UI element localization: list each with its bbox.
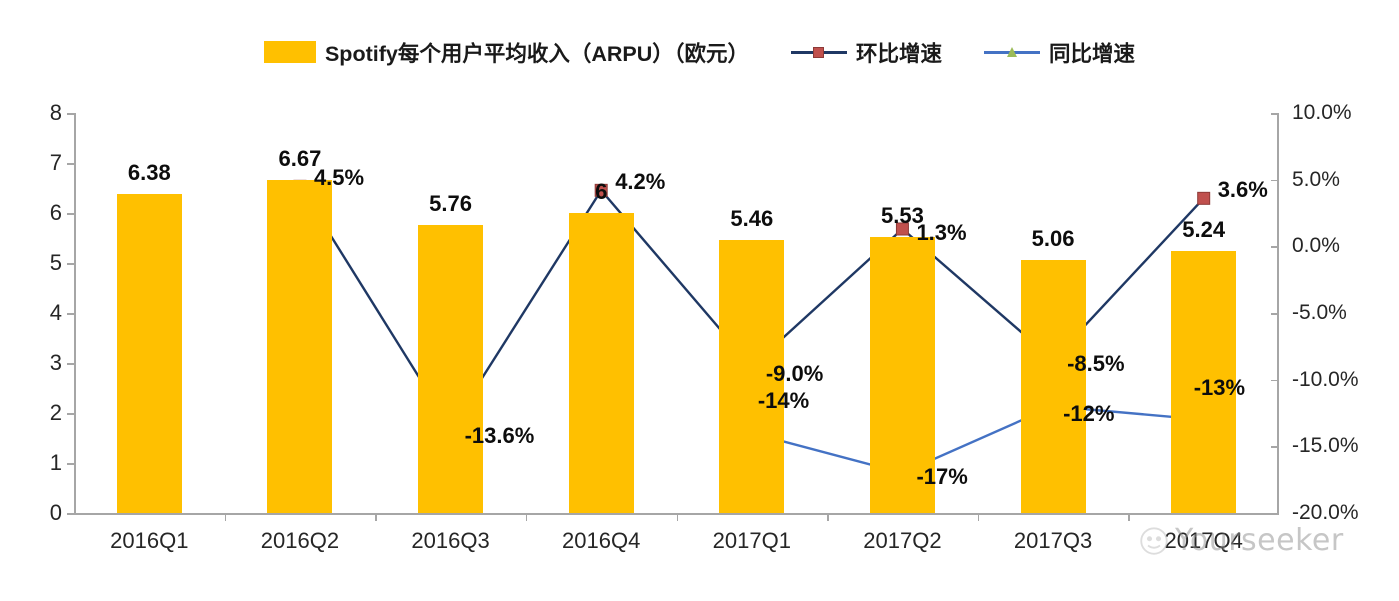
left-axis-tick-label: 3 (49, 350, 62, 375)
point-label-环比增速-2017Q4: 3.6% (1217, 177, 1268, 203)
left-axis-tick (67, 413, 75, 415)
bar-value-label-2016Q1: 6.38 (127, 160, 171, 185)
left-axis-tick (67, 163, 75, 165)
legend-item-yoy[interactable]: 同比增速 (984, 37, 1135, 68)
point-label-环比增速-2017Q3: -8.5% (1067, 350, 1125, 376)
category-label-2016Q3: 2016Q3 (411, 528, 490, 553)
category-label-2017Q1: 2017Q1 (712, 528, 791, 553)
point-label-同比增速-2017Q1: -14% (757, 388, 810, 413)
bar-value-label-2017Q3: 5.06 (1031, 226, 1075, 251)
left-axis-tick-label: 7 (49, 150, 62, 175)
right-axis-tick (1271, 179, 1279, 182)
point-label-同比增速-2017Q4: -13% (1193, 374, 1246, 400)
marker-环比增速-2017Q4[interactable] (1197, 191, 1211, 205)
marker-环比增速-2016Q4[interactable] (594, 183, 608, 197)
point-label-环比增速-2016Q2: 4.5% (313, 165, 365, 191)
legend-item-arpu[interactable]: Spotify每个用户平均收入（ARPU）（欧元） (263, 37, 749, 68)
left-axis-tick-label: 0 (49, 500, 62, 525)
bar-value-label-2016Q3: 5.76 (429, 191, 472, 216)
category-axis-tick (676, 513, 678, 521)
left-axis-tick (67, 463, 75, 465)
left-axis-tick-label: 5 (49, 250, 62, 275)
right-axis-tick-label: 10.0% (1292, 101, 1352, 124)
legend-item-qoq[interactable]: 环比增速 (791, 37, 942, 68)
point-label-同比增速-2017Q2: -17% (916, 464, 968, 489)
left-axis-tick-label: 2 (49, 400, 62, 425)
point-label-环比增速-2017Q1: -9.0% (765, 361, 824, 387)
category-axis-tick (1128, 513, 1130, 521)
legend-label-yoy: 同比增速 (1049, 41, 1136, 66)
left-axis-tick (67, 513, 75, 515)
left-axis-line (74, 113, 76, 515)
left-axis-tick (67, 313, 75, 315)
bar-value-label-2017Q4: 5.24 (1182, 217, 1226, 242)
bar-2016Q2[interactable] (267, 179, 333, 513)
right-axis-tick (1271, 313, 1279, 315)
bar-2017Q4[interactable] (1171, 251, 1237, 513)
point-label-环比增速-2016Q3: -13.6% (464, 422, 535, 448)
category-axis-tick (827, 513, 829, 521)
category-label-2017Q2: 2017Q2 (863, 528, 942, 553)
right-axis-tick-label: -5.0% (1292, 301, 1347, 324)
category-label-2016Q2: 2016Q2 (260, 528, 340, 553)
right-axis-tick (1271, 513, 1279, 515)
left-axis-tick-label: 8 (49, 100, 62, 125)
category-axis-tick (375, 513, 377, 521)
bar-value-label-2016Q2: 6.67 (278, 145, 322, 171)
right-axis-tick-label: -20.0% (1292, 501, 1359, 524)
legend-label-qoq: 环比增速 (856, 41, 943, 66)
bar-value-label-2016Q4: 6 (595, 179, 608, 204)
legend-label-arpu: Spotify每个用户平均收入（ARPU）（欧元） (324, 41, 749, 66)
right-axis-tick (1271, 379, 1279, 382)
category-axis-tick (977, 513, 980, 521)
bar-value-label-2017Q1: 5.46 (730, 206, 774, 231)
line-triangle-marker-icon (984, 44, 1041, 60)
category-label-2016Q4: 2016Q4 (562, 528, 641, 553)
bar-2016Q3[interactable] (418, 225, 484, 513)
point-label-同比增速-2017Q3: -12% (1063, 401, 1115, 427)
right-axis-tick (1271, 246, 1279, 248)
point-label-环比增速-2017Q2: 1.3% (916, 220, 967, 245)
left-axis-tick (67, 363, 75, 365)
bar-2017Q3[interactable] (1020, 260, 1086, 513)
right-axis-tick-label: -15.0% (1292, 434, 1359, 458)
right-axis-tick (1271, 113, 1279, 115)
left-axis-tick-label: 4 (49, 300, 62, 325)
bar-value-label-2017Q2: 5.53 (881, 202, 924, 228)
series-overlay (293, 179, 1212, 480)
bar-swatch-icon (263, 41, 316, 63)
line-square-marker-icon (791, 44, 847, 60)
point-label-环比增速-2016Q4: 4.2% (615, 169, 666, 195)
category-label-2016Q1: 2016Q1 (110, 528, 189, 553)
category-label-2017Q3: 2017Q3 (1013, 528, 1093, 553)
left-axis-tick (67, 213, 75, 215)
left-axis-tick-label: 1 (49, 450, 62, 475)
left-axis-tick (67, 263, 75, 265)
category-axis-tick (224, 513, 227, 521)
left-axis-tick (67, 113, 75, 115)
bar-2016Q1[interactable] (116, 194, 182, 513)
bar-2017Q2[interactable] (869, 236, 935, 513)
marker-环比增速-2017Q2[interactable] (895, 222, 909, 236)
line-同比增速 (751, 405, 1204, 475)
bar-2016Q4[interactable] (568, 213, 634, 513)
left-axis-tick-label: 6 (49, 200, 62, 225)
right-axis-tick-label: -10.0% (1292, 367, 1359, 391)
plot-area: 8 7 6 5 4 3 2 1 0 10.0% 5.0% 0.0% -5.0% -10.0% -15.0% -… (50, 102, 1359, 554)
right-axis-tick (1271, 446, 1279, 448)
right-axis-tick-label: 5.0% (1292, 167, 1340, 191)
bar-2017Q1[interactable] (719, 240, 785, 513)
chart-legend: Spotify每个用户平均收入（ARPU）（欧元） 环比增速 同比增速 (0, 28, 1399, 76)
right-axis-tick-label: 0.0% (1292, 234, 1340, 258)
category-label-2017Q4: 2017Q4 (1164, 528, 1243, 553)
category-axis-tick (525, 513, 528, 521)
